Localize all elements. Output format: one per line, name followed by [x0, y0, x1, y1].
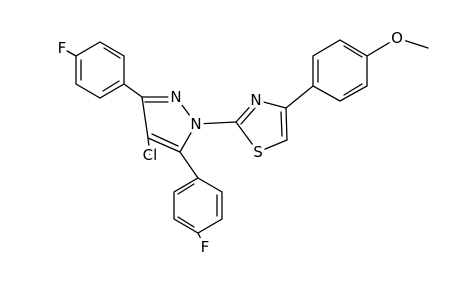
double-bond [177, 183, 195, 195]
single-bond [123, 83, 143, 98]
o-ch3-bond [396, 37, 429, 49]
double-bond [147, 137, 181, 153]
single-bond [285, 85, 314, 109]
single-bond [235, 121, 259, 153]
atom-label: N [190, 115, 201, 133]
double-bond [285, 107, 288, 141]
double-bond [177, 216, 195, 228]
c-f-bond [61, 47, 77, 57]
atom-label: O [391, 29, 403, 47]
atom-label: F [58, 39, 67, 57]
single-bond [257, 139, 288, 153]
double-bond [102, 80, 120, 92]
single-bond [141, 96, 149, 139]
single-bond [175, 96, 197, 125]
single-bond [179, 151, 199, 179]
benzene-ring [75, 41, 125, 99]
c-cl-bond [147, 137, 151, 156]
single-bond [195, 121, 237, 125]
benzene-ring [173, 177, 223, 234]
double-bond [343, 45, 363, 58]
atom-label: F [201, 238, 210, 256]
single-bond [255, 99, 287, 109]
atom-label: Cl [143, 146, 158, 164]
benzene-ring [312, 39, 368, 102]
double-bond [103, 47, 121, 59]
c-f-bond [197, 232, 206, 248]
c-o-bond [366, 37, 398, 57]
atom-label: N [170, 88, 181, 106]
atom-labels: F N N Cl F N S O [54, 26, 406, 260]
single-bond [179, 123, 197, 153]
double-bond [151, 133, 179, 147]
double-bond [240, 106, 257, 125]
double-bond [280, 111, 283, 137]
atom-label: N [250, 91, 261, 109]
double-bond [343, 83, 363, 96]
atom-label: S [253, 143, 263, 161]
double-bond [235, 99, 257, 123]
bonds [61, 37, 429, 248]
